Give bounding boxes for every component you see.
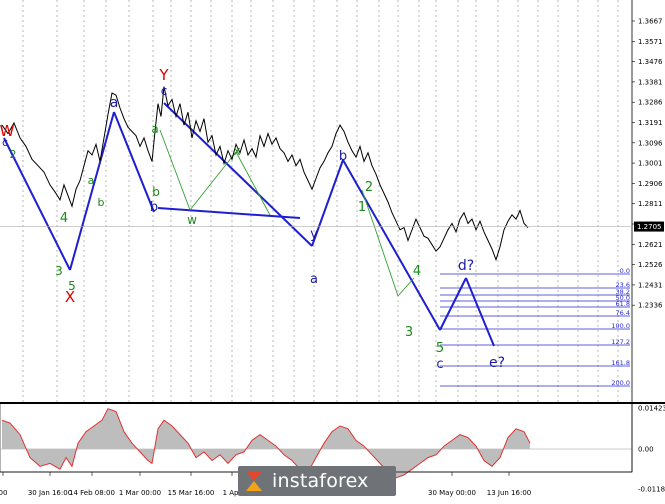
time-tick-label: 14 Feb 08:00 — [69, 489, 115, 497]
brand-name: instaforex — [272, 470, 369, 492]
wave-label: c — [2, 136, 8, 149]
time-tick-label: 1 Apr — [223, 489, 242, 497]
price-tick-label: 1.2811 — [638, 200, 663, 208]
sub-wave-segment — [189, 151, 237, 211]
wave-label: e? — [489, 355, 505, 371]
time-tick-label: 13 Jun 16:00 — [487, 489, 531, 497]
wave-label: b — [152, 185, 160, 199]
wave-segment — [439, 277, 467, 331]
instaforex-logo-icon — [238, 466, 272, 496]
wave-label: b — [339, 149, 347, 164]
price-tick-label: 1.2431 — [638, 281, 663, 289]
fib-level-label: 200.0 — [611, 379, 630, 387]
time-tick-label: 1 Mar 00:00 — [119, 489, 161, 497]
fib-level-label: 161.8 — [611, 359, 630, 367]
instaforex-watermark: instaforex — [238, 466, 396, 496]
wave-label: d? — [458, 258, 474, 274]
time-tick-label: 30 Jan 16:00 — [28, 489, 72, 497]
vertical-gridlines — [22, 0, 619, 472]
price-tick-label: 1.3476 — [638, 58, 663, 66]
price-tick-label: 1.2526 — [638, 261, 663, 269]
wave-segment — [69, 111, 115, 271]
wave-label: c — [436, 357, 443, 372]
current-price-label: 1.2705 — [637, 223, 662, 231]
wave-label: a — [151, 122, 158, 136]
wave-label: a — [88, 174, 95, 187]
price-tick-label: 1.3571 — [638, 38, 663, 46]
wave-segment — [465, 277, 495, 347]
wave-label: a — [310, 272, 318, 287]
current-price-tag — [634, 221, 664, 232]
price-tick-label: 1.2336 — [638, 302, 663, 310]
wave-label: 2 — [10, 148, 17, 161]
wave-segment — [311, 159, 344, 247]
wave-label: c — [161, 84, 168, 98]
sub-wave-segment — [159, 129, 191, 211]
wave-label: 5 — [68, 279, 76, 293]
wave-label: 5 — [436, 341, 444, 356]
wave-segment — [157, 207, 301, 219]
wave-label: 4 — [413, 264, 421, 279]
price-line — [1, 86, 529, 262]
wave-label: b — [98, 196, 105, 209]
wave-label: 3 — [55, 264, 63, 278]
fib-level-label: 0.0 — [620, 267, 630, 275]
fib-level-label: 23.6 — [616, 281, 630, 289]
sub-wave-segment — [235, 151, 271, 216]
wave-label: Y — [158, 66, 169, 84]
wave-label: y — [310, 227, 318, 242]
wave-segment — [113, 111, 155, 213]
wave-label: x — [233, 144, 240, 158]
wave-label: W — [0, 122, 15, 140]
wave-label: w — [187, 213, 197, 227]
fib-level-label: 38.2 — [616, 288, 630, 296]
price-tick-label: 1.3381 — [638, 78, 663, 86]
sub-wave-segment — [361, 189, 399, 297]
oscillator-signal-line — [1, 408, 531, 479]
fibonacci-grid: 0.0 23.638.250.061.876.4 100.0 127.2 161.8 20… — [440, 267, 630, 387]
wave-label: a — [110, 95, 119, 111]
wave-label: 4 — [60, 211, 68, 226]
price-tick-label: 1.2621 — [638, 241, 663, 249]
price-tick-label: 1.3096 — [638, 139, 663, 147]
wave-segment — [342, 159, 441, 331]
oscillator-tick-label: -0.01187 — [638, 486, 665, 494]
fib-level-label: 50.0 — [616, 294, 630, 302]
wave-segment — [3, 137, 71, 271]
wave-segment — [163, 102, 313, 247]
fib-level-label: 61.8 — [616, 300, 630, 308]
price-tick-label: 1.3001 — [638, 160, 663, 168]
sub-wave-segment — [397, 277, 415, 297]
fib-level-label: 127.2 — [611, 338, 630, 346]
oscillator-tick-label: 0.00 — [638, 446, 654, 454]
wave-label: 1 — [358, 200, 366, 215]
fib-level-label: 100.0 — [611, 322, 630, 330]
time-tick-label: 00 — [0, 489, 7, 497]
oscillator-panel — [0, 402, 665, 479]
wave-label: 3 — [405, 325, 413, 340]
price-tick-label: 1.2906 — [638, 180, 663, 188]
price-tick-label: 1.3286 — [638, 99, 663, 107]
price-tick-label: 1.3667 — [638, 18, 663, 26]
time-tick-label: 30 May 00:00 — [428, 489, 476, 497]
time-tick-label: 15 Mar 16:00 — [168, 489, 215, 497]
wave-lines — [3, 102, 495, 347]
oscillator-area — [2, 408, 530, 478]
fib-level-label: 76.4 — [616, 309, 630, 317]
wave-label: X — [65, 288, 75, 306]
wave-label: 2 — [365, 180, 373, 195]
price-tick-label: 1.3191 — [638, 119, 663, 127]
wave-label: b — [150, 200, 158, 215]
oscillator-tick-label: 0.01423 — [638, 405, 665, 413]
